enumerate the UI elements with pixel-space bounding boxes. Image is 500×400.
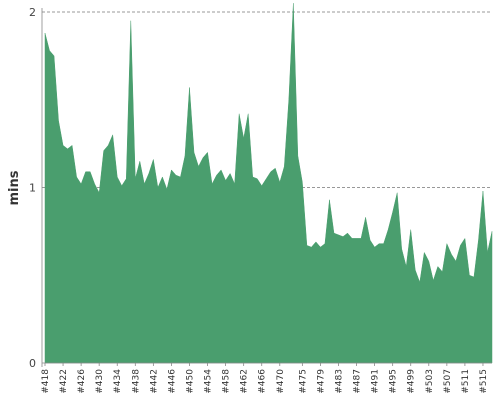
x-tick-label: #438 [131, 369, 141, 394]
x-tick-label: #511 [461, 369, 471, 394]
x-tick-label: #430 [95, 369, 105, 394]
x-tick-label: #446 [167, 369, 177, 394]
x-tick-label: #479 [316, 369, 326, 394]
x-tick-labels: #418 #422 #426 #430 #434 #438 #442 #446 #450 #454… [41, 363, 489, 394]
x-tick-label: #466 [258, 369, 268, 394]
y-tick-label: 2 [29, 6, 36, 19]
x-tick-label: #487 [353, 369, 363, 394]
x-tick-label: #454 [204, 369, 214, 394]
x-tick-label: #450 [185, 369, 195, 394]
x-tick-label: #426 [77, 369, 87, 394]
x-tick-label: #418 [41, 369, 51, 394]
x-tick-label: #495 [389, 369, 399, 394]
y-axis-label: mins [7, 170, 22, 205]
x-tick-label: #515 [479, 369, 489, 394]
area-series [44, 3, 493, 364]
x-tick-label: #475 [298, 369, 308, 394]
x-tick-label: #503 [425, 369, 435, 394]
x-tick-label: #491 [371, 369, 381, 394]
x-tick-label: #422 [59, 369, 69, 394]
x-tick-label: #434 [113, 369, 123, 394]
x-tick-label: #483 [334, 369, 344, 394]
x-tick-label: #462 [240, 369, 250, 394]
y-tick-label: 0 [29, 357, 36, 370]
y-tick-label: 1 [29, 182, 36, 195]
x-tick-label: #442 [149, 369, 159, 394]
x-tick-label: #458 [222, 369, 232, 394]
x-tick-label: #470 [276, 369, 286, 394]
y-tick-labels: 0 1 2 [29, 6, 36, 370]
x-tick-label: #499 [407, 369, 417, 394]
x-tick-label: #507 [443, 369, 453, 394]
